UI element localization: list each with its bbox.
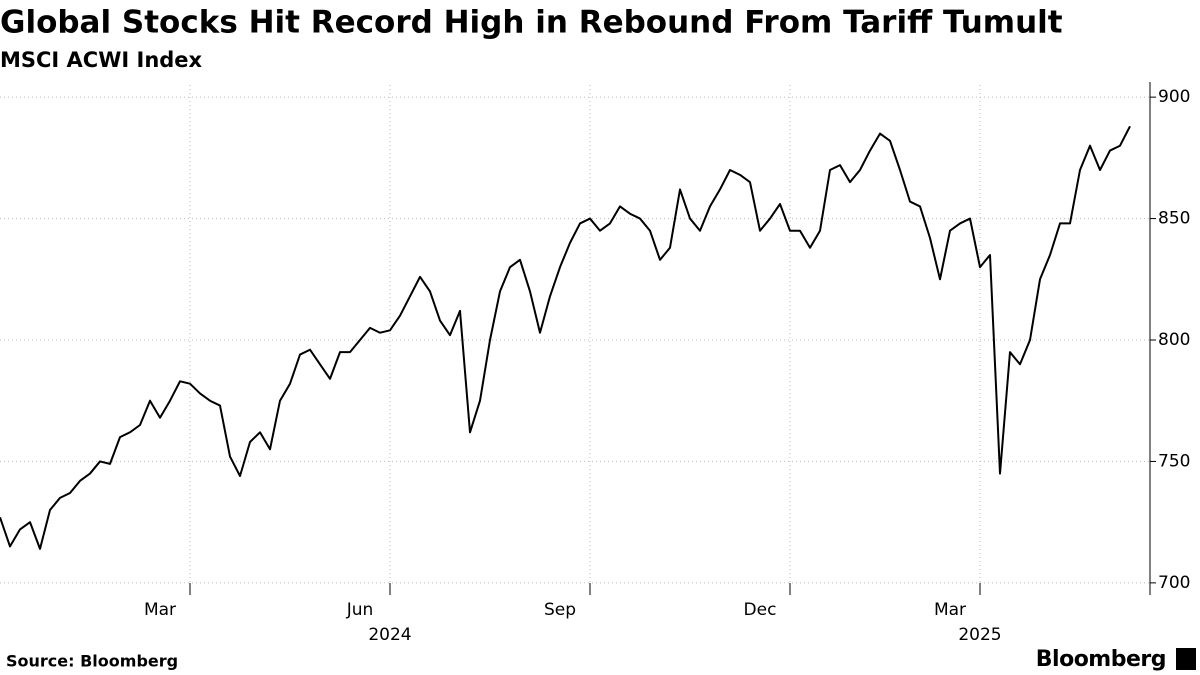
x-group-label: 2024 (368, 625, 411, 645)
x-tick-label: Mar (144, 600, 176, 620)
y-tick-label: 850 (1158, 209, 1190, 229)
brand-icon (1176, 648, 1196, 670)
y-tick-label: 750 (1158, 451, 1190, 471)
chart-subtitle: MSCI ACWI Index (0, 48, 203, 72)
x-group-label: 2025 (958, 625, 1001, 645)
x-tick-label: Jun (346, 600, 374, 620)
y-tick-label: 900 (1158, 87, 1190, 107)
source: Source: Bloomberg (6, 652, 178, 671)
x-tick-label: Dec (744, 600, 777, 620)
brand: Bloomberg (1036, 647, 1166, 672)
x-tick-label: Mar (934, 600, 966, 620)
chart-title: Global Stocks Hit Record High in Rebound… (0, 5, 1063, 41)
line (0, 125, 1131, 550)
y-tick-label: 800 (1158, 330, 1190, 350)
y-tick-label: 700 (1158, 573, 1190, 593)
x-tick-label: Sep (544, 600, 576, 620)
